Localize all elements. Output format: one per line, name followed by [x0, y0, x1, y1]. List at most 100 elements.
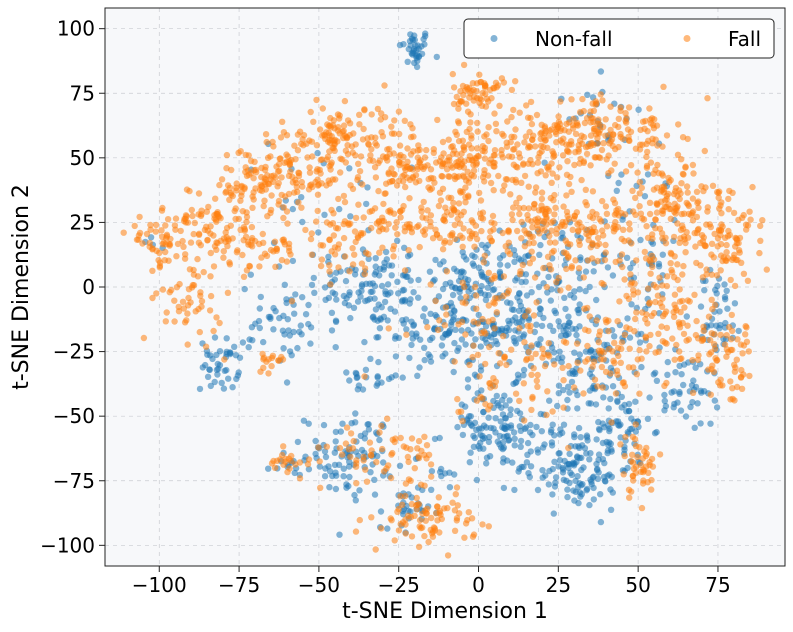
point-fall	[283, 208, 291, 215]
point-non-fall	[420, 35, 427, 43]
point-fall	[360, 125, 367, 133]
point-fall	[368, 111, 375, 118]
point-fall	[378, 525, 385, 532]
point-fall	[732, 256, 740, 264]
point-fall	[262, 186, 269, 193]
point-fall	[416, 517, 424, 524]
point-fall	[421, 482, 428, 489]
point-non-fall	[471, 253, 478, 260]
point-fall	[510, 204, 517, 211]
point-fall	[577, 367, 584, 374]
point-non-fall	[624, 464, 631, 472]
point-fall	[733, 356, 740, 363]
point-fall	[378, 422, 385, 430]
point-fall	[585, 236, 592, 244]
point-fall	[351, 228, 359, 235]
point-non-fall	[568, 378, 576, 386]
point-fall	[525, 183, 532, 190]
point-fall	[587, 162, 594, 169]
point-fall	[557, 287, 564, 294]
point-fall	[742, 221, 750, 228]
point-fall	[485, 98, 492, 105]
point-non-fall	[493, 392, 500, 400]
point-non-fall	[529, 431, 536, 439]
point-fall	[232, 184, 240, 191]
point-fall	[521, 339, 528, 346]
point-fall	[520, 160, 527, 167]
point-fall	[436, 317, 443, 324]
point-non-fall	[574, 454, 581, 461]
point-fall	[187, 239, 195, 246]
point-fall	[646, 199, 654, 206]
point-fall	[643, 140, 650, 148]
point-non-fall	[336, 205, 343, 213]
point-fall	[621, 331, 628, 339]
point-non-fall	[690, 377, 697, 384]
point-fall	[529, 224, 536, 231]
point-non-fall	[590, 496, 597, 503]
point-non-fall	[367, 355, 374, 362]
point-non-fall	[283, 299, 290, 307]
point-fall	[725, 227, 732, 235]
point-fall	[335, 195, 342, 203]
point-non-fall	[452, 326, 459, 333]
point-non-fall	[276, 314, 283, 322]
point-fall	[606, 131, 613, 138]
point-non-fall	[528, 289, 535, 296]
point-non-fall	[676, 388, 683, 396]
point-fall	[390, 150, 397, 157]
point-fall	[344, 134, 351, 141]
point-fall	[344, 117, 352, 124]
point-non-fall	[555, 450, 562, 457]
point-fall	[736, 234, 744, 242]
point-fall	[617, 441, 624, 448]
point-fall	[599, 384, 606, 391]
point-non-fall	[512, 277, 519, 284]
point-fall	[679, 222, 686, 229]
point-fall	[182, 251, 189, 258]
point-fall	[652, 225, 659, 232]
point-fall	[414, 147, 421, 154]
point-fall	[413, 506, 420, 513]
point-fall	[189, 212, 196, 220]
point-non-fall	[204, 373, 212, 380]
point-non-fall	[649, 240, 657, 247]
y-tick-label: 25	[70, 210, 95, 234]
point-fall	[302, 226, 309, 234]
point-fall	[654, 142, 661, 149]
point-fall	[433, 510, 440, 517]
point-non-fall	[388, 272, 395, 279]
point-fall	[612, 121, 619, 129]
point-fall	[529, 233, 536, 240]
point-fall	[448, 194, 455, 202]
point-non-fall	[312, 437, 319, 445]
point-fall	[295, 169, 303, 177]
point-fall	[277, 155, 284, 162]
point-fall	[727, 336, 735, 343]
point-fall	[380, 200, 387, 208]
point-non-fall	[653, 377, 661, 384]
point-fall	[340, 234, 348, 242]
point-fall	[293, 179, 300, 187]
point-fall	[198, 298, 206, 305]
point-fall	[603, 319, 610, 326]
x-tick-label: 25	[546, 573, 571, 597]
point-non-fall	[682, 413, 690, 420]
point-fall	[469, 219, 476, 226]
point-non-fall	[507, 424, 515, 431]
point-fall	[427, 212, 435, 219]
point-fall	[279, 118, 286, 126]
point-non-fall	[412, 52, 420, 60]
point-non-fall	[510, 247, 518, 254]
point-fall	[708, 271, 715, 278]
point-non-fall	[485, 291, 492, 299]
point-fall	[163, 309, 170, 316]
point-fall	[457, 187, 464, 195]
point-non-fall	[321, 473, 329, 480]
point-fall	[162, 241, 169, 248]
point-fall	[671, 356, 678, 363]
point-fall	[560, 203, 567, 210]
point-fall	[362, 466, 369, 473]
point-non-fall	[701, 388, 708, 395]
point-fall	[548, 160, 555, 167]
